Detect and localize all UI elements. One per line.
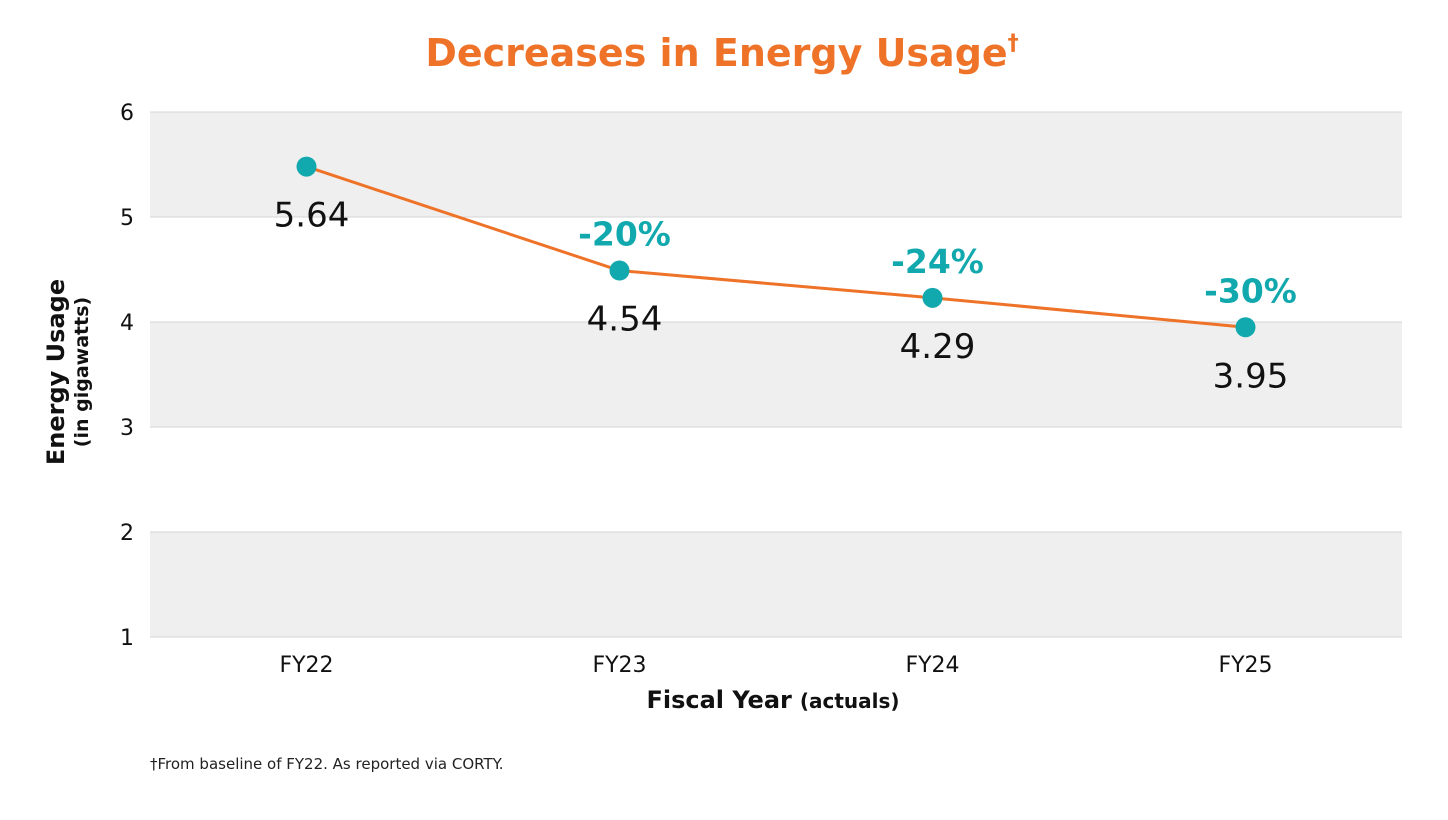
data-label: 4.54 bbox=[587, 300, 663, 340]
y-tick-label: 5 bbox=[120, 206, 134, 231]
y-tick-label: 6 bbox=[120, 101, 134, 126]
data-label: 5.64 bbox=[274, 196, 350, 236]
plot-band bbox=[150, 322, 1402, 427]
title-dagger: † bbox=[1008, 31, 1019, 56]
y-tick-label: 4 bbox=[120, 311, 134, 336]
series-energy-usage: 5.64 4.54 -20% 4.29 -24% 3.95 -30% bbox=[274, 156, 1297, 396]
x-axis-label: Fiscal Year (actuals) bbox=[646, 686, 899, 714]
data-point bbox=[296, 156, 317, 177]
data-label: 3.95 bbox=[1213, 356, 1289, 396]
chart-title: Decreases in Energy Usage† bbox=[425, 31, 1018, 75]
percent-change-label: -30% bbox=[1204, 271, 1297, 310]
y-tick-label: 2 bbox=[120, 521, 134, 546]
plot-band bbox=[150, 532, 1402, 637]
data-point bbox=[609, 260, 630, 281]
y-axis-ticks: 1 2 3 4 5 6 bbox=[120, 101, 134, 651]
x-tick-label: FY23 bbox=[592, 653, 646, 678]
x-axis-subtitle: (actuals) bbox=[800, 689, 900, 713]
footnote: †From baseline of FY22. As reported via … bbox=[150, 755, 504, 773]
percent-change-label: -24% bbox=[891, 242, 984, 281]
x-tick-label: FY24 bbox=[905, 653, 959, 678]
y-axis-label: Energy Usage (in gigawatts) bbox=[42, 279, 93, 465]
data-point bbox=[922, 287, 943, 308]
series-line bbox=[306, 165, 1246, 329]
data-point bbox=[1235, 317, 1256, 338]
x-axis-title: Fiscal Year bbox=[646, 686, 792, 714]
y-axis-subtitle: (in gigawatts) bbox=[71, 297, 93, 447]
y-axis-title: Energy Usage bbox=[42, 279, 70, 465]
x-axis-ticks: FY22 FY23 FY24 FY25 bbox=[279, 653, 1272, 678]
x-tick-label: FY25 bbox=[1218, 653, 1272, 678]
y-tick-label: 3 bbox=[120, 416, 134, 441]
percent-change-label: -20% bbox=[578, 215, 671, 254]
x-tick-label: FY22 bbox=[279, 653, 333, 678]
plot-background bbox=[150, 112, 1402, 637]
chart-title-text: Decreases in Energy Usage bbox=[425, 31, 1007, 75]
y-tick-label: 1 bbox=[120, 626, 134, 651]
plot-band bbox=[150, 112, 1402, 217]
data-label: 4.29 bbox=[900, 327, 976, 367]
